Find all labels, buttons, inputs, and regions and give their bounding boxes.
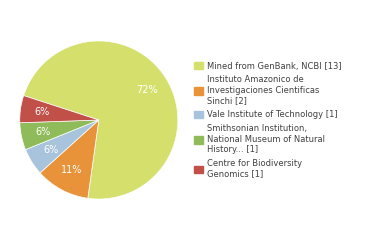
Text: 6%: 6% <box>35 127 51 137</box>
Text: 11%: 11% <box>62 165 83 175</box>
Wedge shape <box>40 120 99 198</box>
Text: 6%: 6% <box>43 145 58 155</box>
Wedge shape <box>25 120 99 173</box>
Wedge shape <box>24 41 178 199</box>
Text: 72%: 72% <box>136 85 158 95</box>
Wedge shape <box>20 96 99 123</box>
Wedge shape <box>20 120 99 150</box>
Text: 6%: 6% <box>35 107 50 117</box>
Legend: Mined from GenBank, NCBI [13], Instituto Amazonico de
Investigaciones Cientifica: Mined from GenBank, NCBI [13], Instituto… <box>193 60 343 180</box>
